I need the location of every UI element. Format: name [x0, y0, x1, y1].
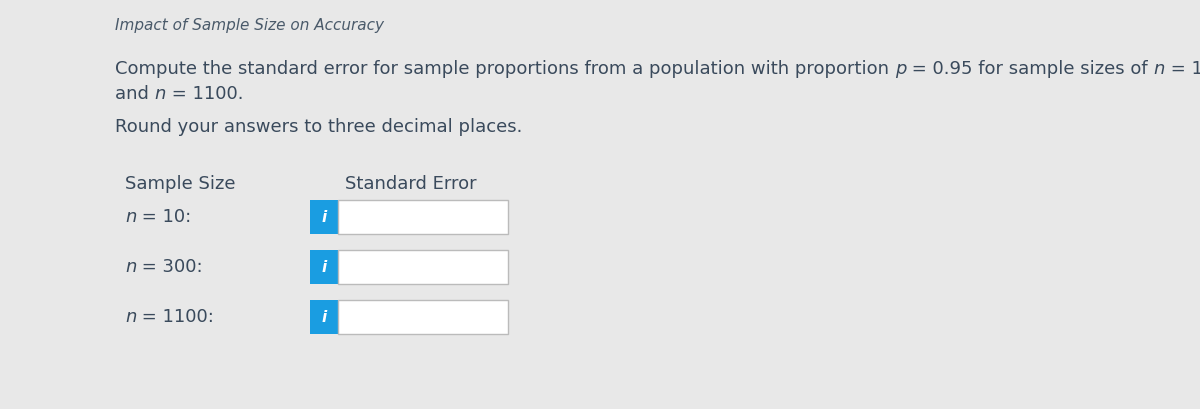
Text: Round your answers to three decimal places.: Round your answers to three decimal plac… — [115, 118, 522, 136]
Text: = 1100.: = 1100. — [166, 85, 244, 103]
Text: i: i — [322, 210, 326, 225]
FancyBboxPatch shape — [310, 250, 338, 284]
Text: i: i — [322, 310, 326, 325]
FancyBboxPatch shape — [338, 200, 508, 234]
Text: and: and — [115, 85, 155, 103]
FancyBboxPatch shape — [310, 200, 338, 234]
Text: n: n — [125, 207, 137, 225]
Text: p: p — [895, 60, 906, 78]
Text: = 10,: = 10, — [1165, 60, 1200, 78]
FancyBboxPatch shape — [338, 250, 508, 284]
Text: Standard Error: Standard Error — [346, 175, 476, 193]
Text: = 0.95 for sample sizes of: = 0.95 for sample sizes of — [906, 60, 1153, 78]
Text: n: n — [125, 307, 137, 325]
FancyBboxPatch shape — [310, 300, 338, 334]
Text: Compute the standard error for sample proportions from a population with proport: Compute the standard error for sample pr… — [115, 60, 895, 78]
Text: Impact of Sample Size on Accuracy: Impact of Sample Size on Accuracy — [115, 18, 384, 33]
Text: = 1100:: = 1100: — [137, 307, 215, 325]
Text: = 300:: = 300: — [137, 257, 203, 275]
Text: n: n — [1153, 60, 1165, 78]
Text: i: i — [322, 260, 326, 275]
Text: n: n — [125, 257, 137, 275]
Text: Sample Size: Sample Size — [125, 175, 235, 193]
FancyBboxPatch shape — [338, 300, 508, 334]
Text: n: n — [155, 85, 166, 103]
Text: = 10:: = 10: — [137, 207, 192, 225]
